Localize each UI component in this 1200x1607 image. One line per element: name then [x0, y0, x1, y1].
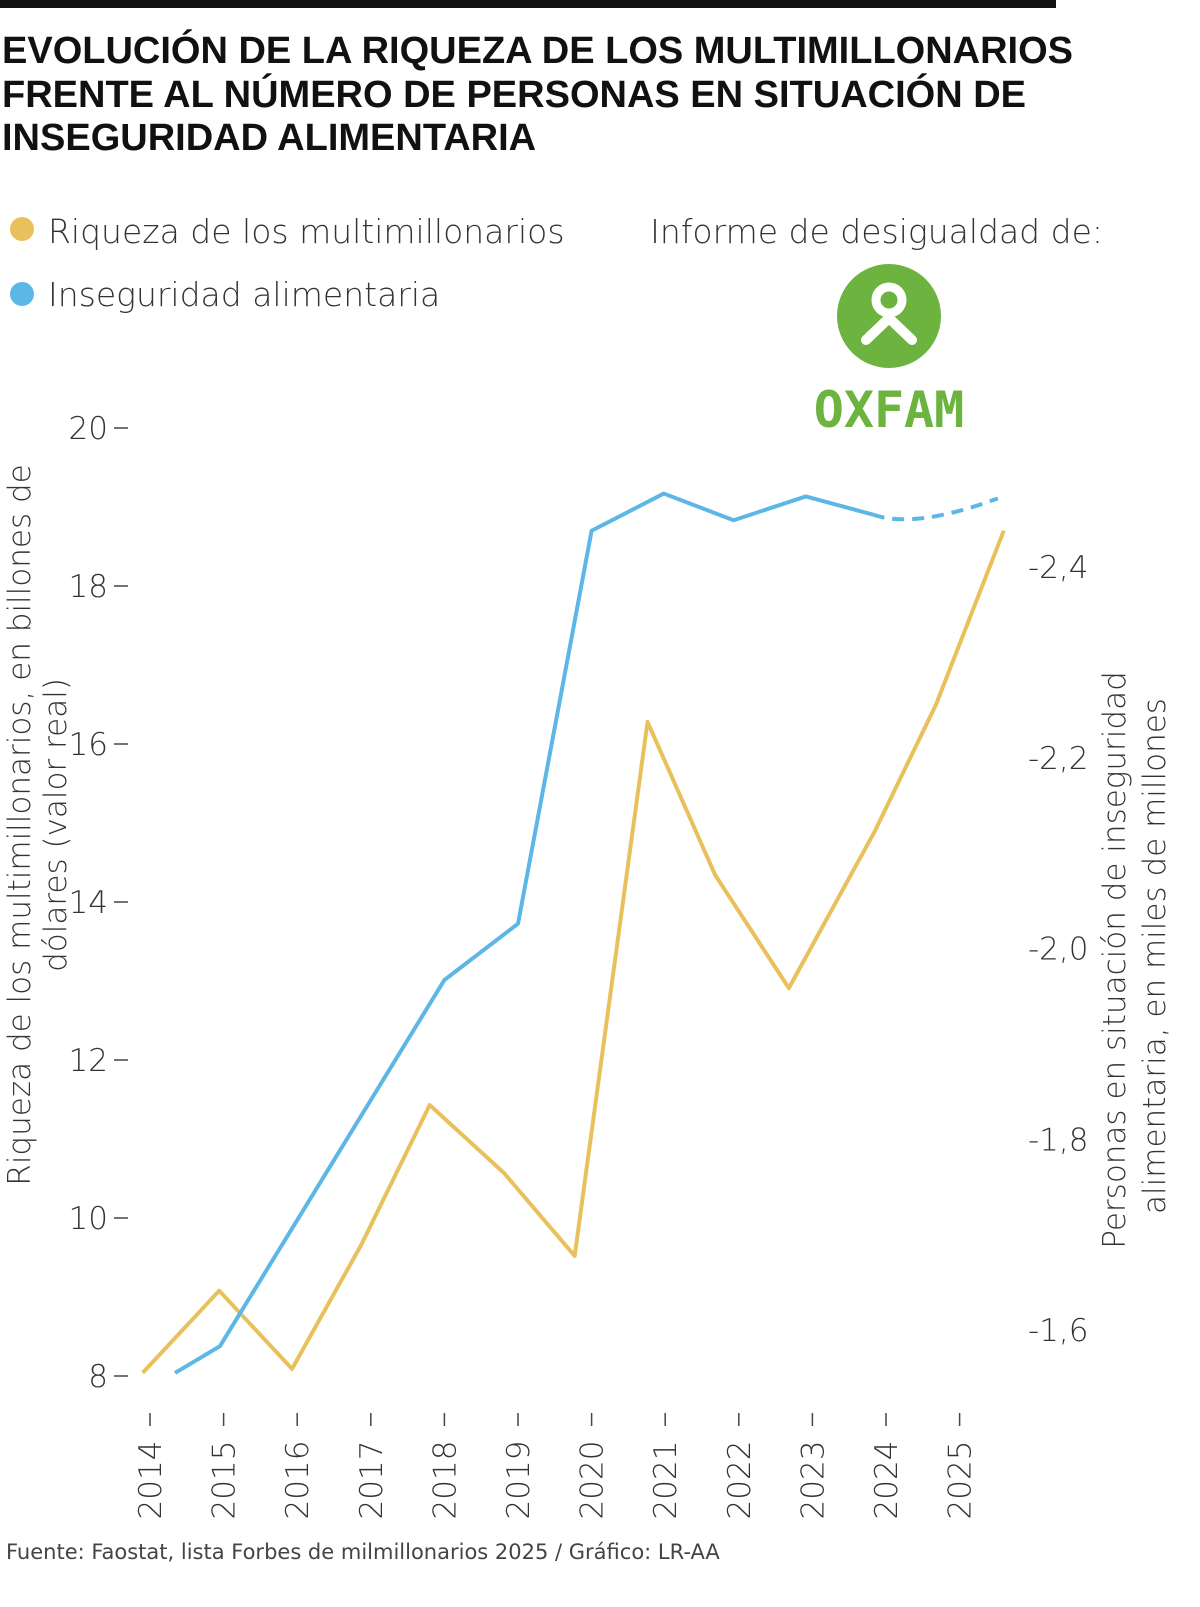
- legend-label-wealth: Riqueza de los multimillonarios: [48, 212, 565, 251]
- x-axis-tick-label: 2017: [354, 1441, 390, 1520]
- left-axis-label-1: Riqueza de los multimillonarios, en bill…: [2, 464, 38, 1185]
- left-axis-tick-label: 20: [69, 411, 108, 447]
- title-line-1: EVOLUCIÓN DE LA RIQUEZA DE LOS MULTIMILL…: [2, 28, 1073, 72]
- source-note: Fuente: Faostat, lista Forbes de milmill…: [6, 1540, 720, 1564]
- right-axis-label-1: Personas en situación de inseguridad: [1097, 671, 1133, 1248]
- x-axis-tick-label: 2015: [207, 1441, 243, 1520]
- x-axis-tick-label: 2019: [501, 1441, 537, 1520]
- title-line-2: FRENTE AL NÚMERO DE PERSONAS EN SITUACIÓ…: [2, 72, 1026, 116]
- series-line-projection: [872, 496, 999, 522]
- right-axis-label-2: alimentaria, en miles de millones: [1137, 698, 1173, 1214]
- x-axis-tick-label: 2014: [133, 1441, 169, 1520]
- x-axis-tick-label: 2023: [795, 1441, 831, 1520]
- left-axis-tick-label: 14: [69, 885, 108, 921]
- left-axis-tick-label: 12: [69, 1043, 108, 1079]
- right-axis-tick-label: -2,0: [1028, 932, 1089, 968]
- left-axis-label-2: dólares (valor real): [38, 678, 74, 972]
- x-axis-tick-label: 2016: [280, 1441, 316, 1520]
- series-line-wealth: [141, 529, 1006, 1375]
- report-label: Informe de desigualdad de:: [650, 212, 1103, 251]
- title-line-3: INSEGURIDAD ALIMENTARIA: [2, 117, 536, 159]
- x-axis-tick-label: 2018: [427, 1441, 463, 1520]
- right-axis-tick-label: -2,2: [1028, 741, 1089, 777]
- series-line-food-insecurity: [174, 491, 874, 1375]
- x-axis-tick-label: 2022: [722, 1441, 758, 1520]
- svg-text:OXFAM: OXFAM: [814, 381, 965, 439]
- right-axis-tick-label: -1,6: [1028, 1313, 1089, 1349]
- right-axis-tick-label: -2,4: [1028, 550, 1089, 586]
- legend-dot-food-insecurity: [10, 282, 34, 306]
- left-axis-tick-label: 18: [69, 569, 108, 605]
- top-bar: [0, 0, 1056, 8]
- x-axis-tick-label: 2021: [648, 1441, 684, 1520]
- x-axis-tick-label: 2020: [575, 1441, 611, 1520]
- legend-dot-wealth: [10, 217, 34, 241]
- legend-label-food-insecurity: Inseguridad alimentaria: [48, 275, 440, 314]
- left-axis-tick-label: 8: [88, 1359, 108, 1395]
- oxfam-logo: OXFAM: [814, 264, 965, 439]
- left-axis-tick-label: 10: [69, 1201, 108, 1237]
- x-axis-tick-label: 2025: [943, 1441, 979, 1520]
- left-axis-tick-label: 16: [69, 727, 108, 763]
- x-axis-tick-label: 2024: [869, 1441, 905, 1520]
- right-axis-tick-label: -1,8: [1028, 1122, 1089, 1158]
